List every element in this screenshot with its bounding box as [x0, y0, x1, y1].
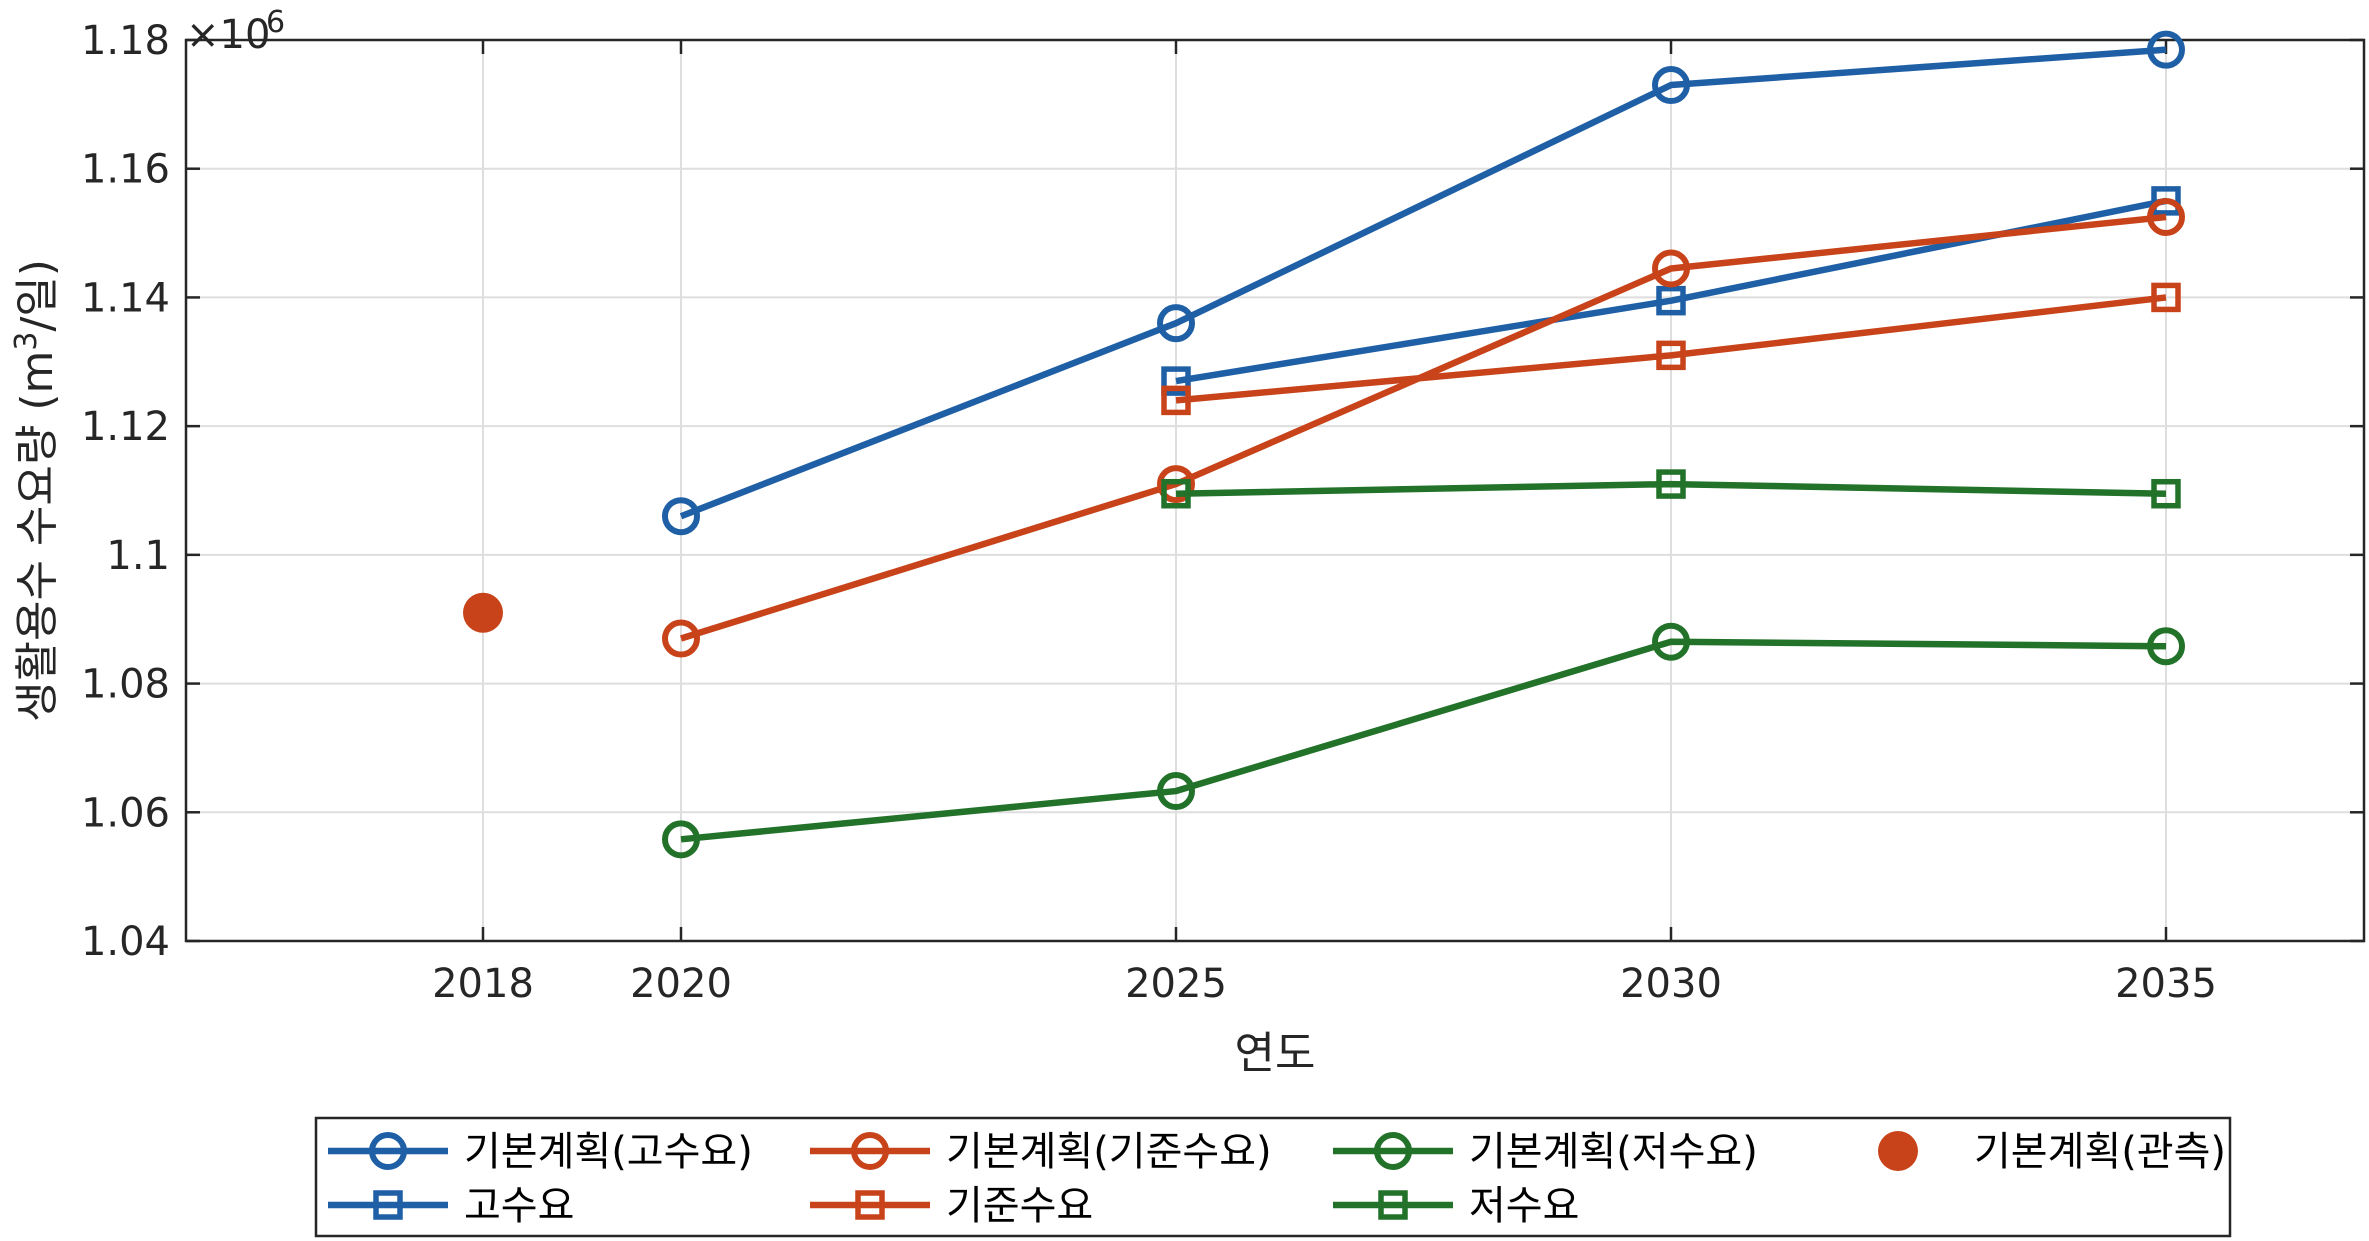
legend-swatch-marker — [1374, 1132, 1412, 1170]
data-point — [1652, 249, 1690, 288]
y-tick-label: 1.12 — [81, 404, 170, 450]
legend-label: 기본계획(관측) — [1974, 1129, 2226, 1175]
legend-label: 기본계획(기준수요) — [946, 1129, 1272, 1175]
data-point — [1652, 66, 1690, 105]
x-tick-label: 2020 — [630, 961, 732, 1007]
data-point — [1656, 285, 1686, 316]
series-line — [679, 46, 2167, 520]
series-7 — [463, 592, 503, 633]
data-point — [1161, 478, 1191, 509]
plot-area — [184, 38, 2366, 943]
legend-label: 저수요 — [1469, 1183, 1579, 1229]
legend-items: 기본계획(고수요) 기본계획(기준수요) 기본계획(저수요) 기본계획(관측) 고수요 기… — [328, 1129, 2226, 1229]
y-axis-label-main: 생활용수 수요량 (m — [12, 351, 63, 722]
data-point — [2147, 627, 2185, 666]
y-tick-label: 1.16 — [81, 147, 170, 193]
y-tick-label: 1.08 — [81, 662, 170, 708]
y-axis-ticks: 1.04 1.06 1.08 1.1 1.12 1.14 1.16 1.18 — [81, 18, 2364, 965]
y-tick-label: 1.04 — [81, 919, 170, 965]
series-3 — [662, 197, 2185, 658]
x-tick-label: 2018 — [432, 961, 534, 1007]
series-5 — [662, 622, 2185, 859]
x-tick-label: 2035 — [2115, 961, 2217, 1007]
x-tick-label: 2030 — [1620, 961, 1722, 1007]
series-layer — [463, 30, 2185, 859]
legend-item: 기준수요 — [810, 1183, 1093, 1229]
legend-label: 기본계획(고수요) — [464, 1129, 753, 1175]
legend: 기본계획(고수요) 기본계획(기준수요) 기본계획(저수요) 기본계획(관측) 고수요 기… — [314, 1116, 2232, 1238]
data-point — [2151, 186, 2181, 216]
data-point — [1656, 469, 1686, 499]
series-6 — [1161, 469, 2181, 509]
legend-item: 기본계획(관측) — [1878, 1129, 2226, 1175]
x-axis-ticks: 2018 2020 2025 2030 2035 — [432, 40, 2217, 1007]
series-line — [1175, 294, 2167, 404]
legend-swatch-marker — [1878, 1131, 1918, 1171]
data-point — [2147, 197, 2185, 236]
legend-item: 기본계획(기준수요) — [810, 1129, 1272, 1175]
y-tick-label: 1.06 — [81, 790, 170, 836]
x-tick-label: 2025 — [1125, 961, 1227, 1007]
data-point — [1157, 772, 1195, 811]
data-point — [1157, 304, 1195, 343]
data-point — [1157, 465, 1195, 504]
legend-swatch-marker — [369, 1132, 407, 1170]
legend-label: 고수요 — [464, 1183, 574, 1229]
series-line — [680, 638, 2167, 843]
legend-item: 고수요 — [328, 1183, 574, 1229]
data-point — [2151, 282, 2181, 313]
y-tick-label: 1.1 — [106, 533, 170, 579]
data-point — [662, 497, 700, 536]
data-point — [1161, 385, 1191, 416]
legend-label: 기본계획(저수요) — [1469, 1129, 1758, 1175]
legend-swatch-marker — [1378, 1190, 1408, 1220]
y-axis-label-superscript: 3 — [9, 332, 44, 351]
x-axis-label: 연도 — [1235, 1028, 1316, 1079]
series-line — [1175, 480, 2167, 497]
legend-swatch-marker — [373, 1190, 403, 1220]
data-point — [1161, 366, 1191, 396]
legend-swatch-marker — [851, 1132, 889, 1170]
y-axis-label-tail: /일) — [12, 259, 63, 331]
data-point — [2151, 478, 2181, 509]
data-point — [1652, 622, 1690, 661]
legend-label: 기준수요 — [946, 1183, 1093, 1229]
y-tick-label: 1.14 — [81, 275, 170, 321]
data-point — [662, 820, 700, 859]
legend-swatch-marker — [855, 1190, 885, 1220]
data-point — [1656, 340, 1686, 371]
series-1 — [662, 30, 2185, 536]
y-tick-label: 1.18 — [81, 18, 170, 64]
legend-item: 저수요 — [1333, 1183, 1579, 1229]
y-exponent: ×10 6 — [186, 5, 285, 58]
y-exponent-base: ×10 — [186, 12, 270, 58]
data-point — [662, 619, 700, 658]
series-4 — [1161, 282, 2181, 416]
data-point — [463, 592, 503, 633]
y-exponent-power: 6 — [266, 5, 285, 40]
legend-item: 기본계획(고수요) — [328, 1129, 753, 1175]
y-axis-label: 생활용수 수요량 (m3/일) — [9, 259, 63, 722]
legend-item: 기본계획(저수요) — [1333, 1129, 1758, 1175]
data-point — [2147, 30, 2185, 69]
